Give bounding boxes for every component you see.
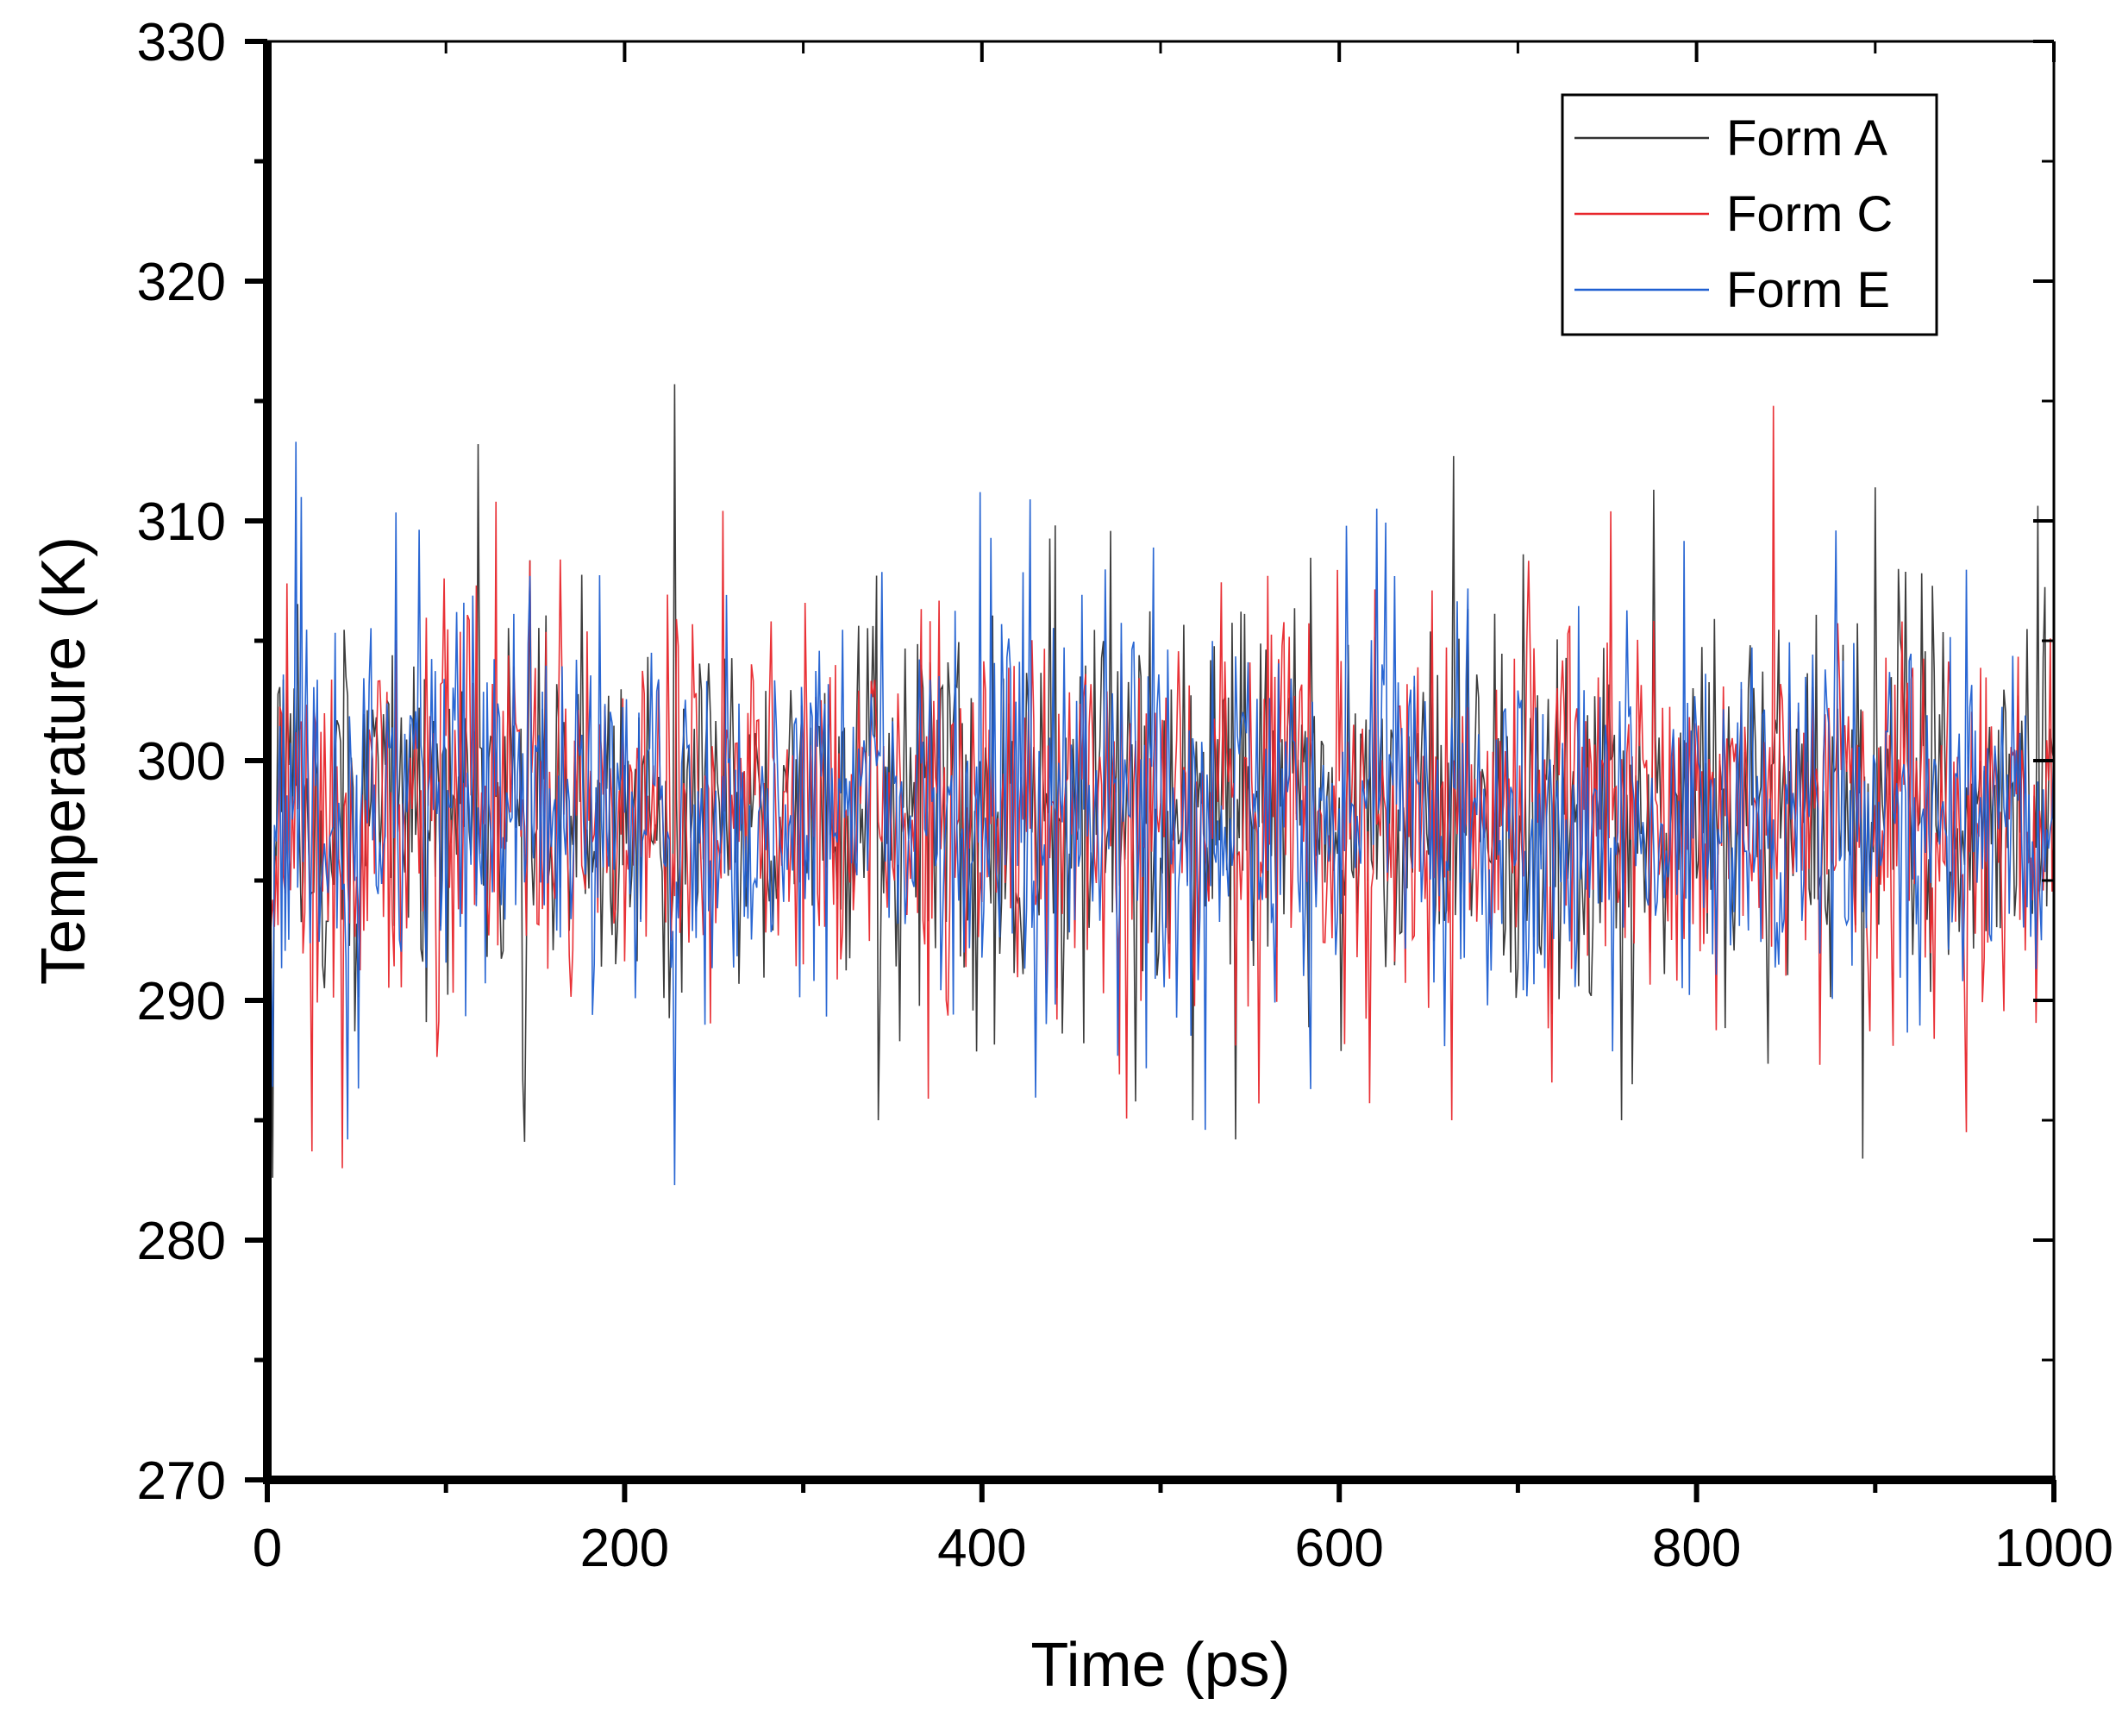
legend-label-form-a: Form A xyxy=(1726,110,1887,166)
x-axis-title: Time (ps) xyxy=(1030,1631,1290,1700)
legend-label-form-c: Form C xyxy=(1726,186,1893,242)
legend-label-form-e: Form E xyxy=(1726,262,1890,318)
y-tick-label: 330 xyxy=(137,13,226,72)
x-tick-label: 200 xyxy=(580,1519,669,1578)
y-axis-title: Temperature (K) xyxy=(29,536,98,985)
labels-layer: 0 200 400 600 800 1000 270 280 290 300 310 320 330 Ti… xyxy=(29,13,2113,1700)
y-tick-label: 300 xyxy=(137,732,226,792)
y-tick-label: 280 xyxy=(137,1212,226,1271)
y-tick-label: 320 xyxy=(137,253,226,312)
y-tick-label: 270 xyxy=(137,1451,226,1511)
series-line-form-e xyxy=(266,442,2055,1186)
y-tick-label: 310 xyxy=(137,492,226,552)
x-tick-label: 600 xyxy=(1294,1519,1383,1578)
legend: Form A Form C Form E xyxy=(1561,93,1938,336)
x-tick-label: 400 xyxy=(937,1519,1026,1578)
x-tick-label: 0 xyxy=(253,1519,282,1578)
series-layer xyxy=(266,384,2055,1186)
y-tick-label: 290 xyxy=(137,972,226,1031)
axes-layer xyxy=(245,39,2056,1502)
x-tick-label: 1000 xyxy=(1994,1519,2113,1578)
x-tick-label: 800 xyxy=(1652,1519,1741,1578)
